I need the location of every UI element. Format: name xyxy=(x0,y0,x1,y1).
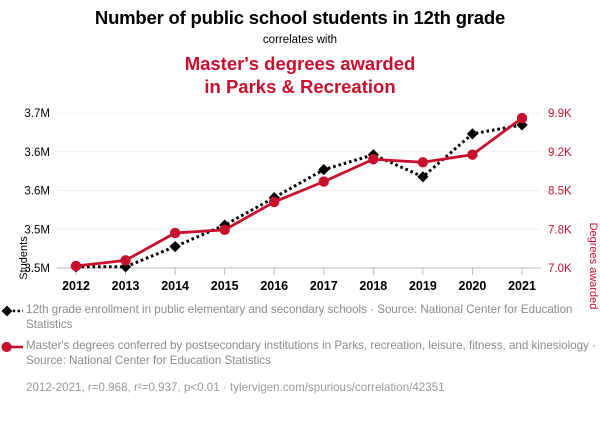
y-axis-right-tick-label: 7.0K xyxy=(548,263,572,275)
x-axis-ticks: 2012 2013 2014 2015 2016 2017 2018 2019 2020 2021 xyxy=(62,268,536,290)
series-1 xyxy=(70,119,528,273)
x-axis-tick-label: 2020 xyxy=(459,279,487,290)
chart-legend: 12th grade enrollment in public elementa… xyxy=(0,303,600,396)
x-axis-tick-label: 2015 xyxy=(211,279,239,290)
plot-area: 3.7M 3.6M 3.6M 3.5M 3.5M 9.9K 9.2K 8.5K 7.8K 7.0K… xyxy=(0,100,600,309)
legend-item-series2: Master's degrees conferred by postsecond… xyxy=(0,339,600,368)
legend-marker-diamond-dotted-icon xyxy=(1,305,23,317)
x-axis-tick-label: 2012 xyxy=(62,279,90,290)
footnote-text: 2012-2021, r=0.968, r²=0.937, p<0.01 · t… xyxy=(26,381,445,395)
data-point-marker xyxy=(467,149,478,160)
data-point-marker xyxy=(70,260,82,272)
data-point-marker xyxy=(368,154,379,165)
y-axis-left-ticks: 3.7M 3.6M 3.6M 3.5M 3.5M xyxy=(24,108,50,275)
y-axis-left-tick-label: 3.7M xyxy=(24,108,50,120)
chart-title-block: Number of public school students in 12th… xyxy=(0,0,600,98)
data-point-marker xyxy=(417,171,429,183)
chart-footnote: 2012-2021, r=0.968, r²=0.937, p<0.01 · t… xyxy=(0,378,600,396)
y-axis-left-tick-label: 3.5M xyxy=(24,263,50,275)
y-axis-right-ticks: 9.9K 9.2K 8.5K 7.8K 7.0K xyxy=(548,108,572,275)
x-axis-tick-label: 2019 xyxy=(409,279,437,290)
data-point-marker xyxy=(219,224,230,236)
data-point-marker xyxy=(466,128,479,140)
x-axis-tick-label: 2014 xyxy=(161,279,189,290)
legend-item-series1: 12th grade enrollment in public elementa… xyxy=(0,303,600,332)
series-line xyxy=(76,123,523,269)
data-point-marker xyxy=(318,164,330,176)
chart-title-primary: Number of public school students in 12th… xyxy=(94,7,506,28)
y-axis-right-tick-label: 9.9K xyxy=(548,108,572,120)
legend-marker-circle-solid-icon xyxy=(1,342,23,353)
data-point-marker xyxy=(516,112,528,124)
x-axis-tick-label: 2021 xyxy=(508,279,536,290)
data-point-marker xyxy=(269,196,280,208)
chart-title-secondary-line1: Master's degrees awarded xyxy=(184,53,416,74)
data-point-marker xyxy=(417,157,429,168)
data-point-marker xyxy=(169,227,181,239)
data-point-marker xyxy=(318,176,329,187)
y-axis-left-tick-label: 3.6M xyxy=(24,186,50,198)
x-axis-tick-label: 2018 xyxy=(359,279,387,290)
series-line xyxy=(74,116,524,268)
y-axis-left-tick-label: 3.5M xyxy=(24,224,50,236)
data-point-marker xyxy=(120,255,131,266)
y-axis-right-tick-label: 7.8K xyxy=(548,224,572,236)
plot-svg: 3.7M 3.6M 3.6M 3.5M 3.5M 9.9K 9.2K 8.5K 7.8K 7.0K… xyxy=(24,108,572,290)
legend-label-series2: Master's degrees conferred by postsecond… xyxy=(26,339,596,367)
y-axis-right-tick-label: 9.2K xyxy=(548,147,572,159)
y-axis-right-tick-label: 8.5K xyxy=(548,186,572,198)
chart-title-secondary: Master's degrees awarded in Parks & Recr… xyxy=(0,52,600,98)
data-point-marker xyxy=(516,119,528,131)
y-axis-left-title: Students xyxy=(18,236,30,280)
chart-title-connector: correlates with xyxy=(262,34,338,46)
legend-label-series1: 12th grade enrollment in public elementa… xyxy=(26,303,573,331)
chart-title-secondary-line2: in Parks & Recreation xyxy=(204,76,396,97)
x-axis-tick-label: 2017 xyxy=(310,279,338,290)
x-axis-tick-label: 2016 xyxy=(260,279,288,290)
data-point-marker xyxy=(169,240,181,253)
series-2 xyxy=(70,112,528,272)
y-axis-left-tick-label: 3.6M xyxy=(24,147,50,159)
x-axis-tick-label: 2013 xyxy=(112,279,140,290)
